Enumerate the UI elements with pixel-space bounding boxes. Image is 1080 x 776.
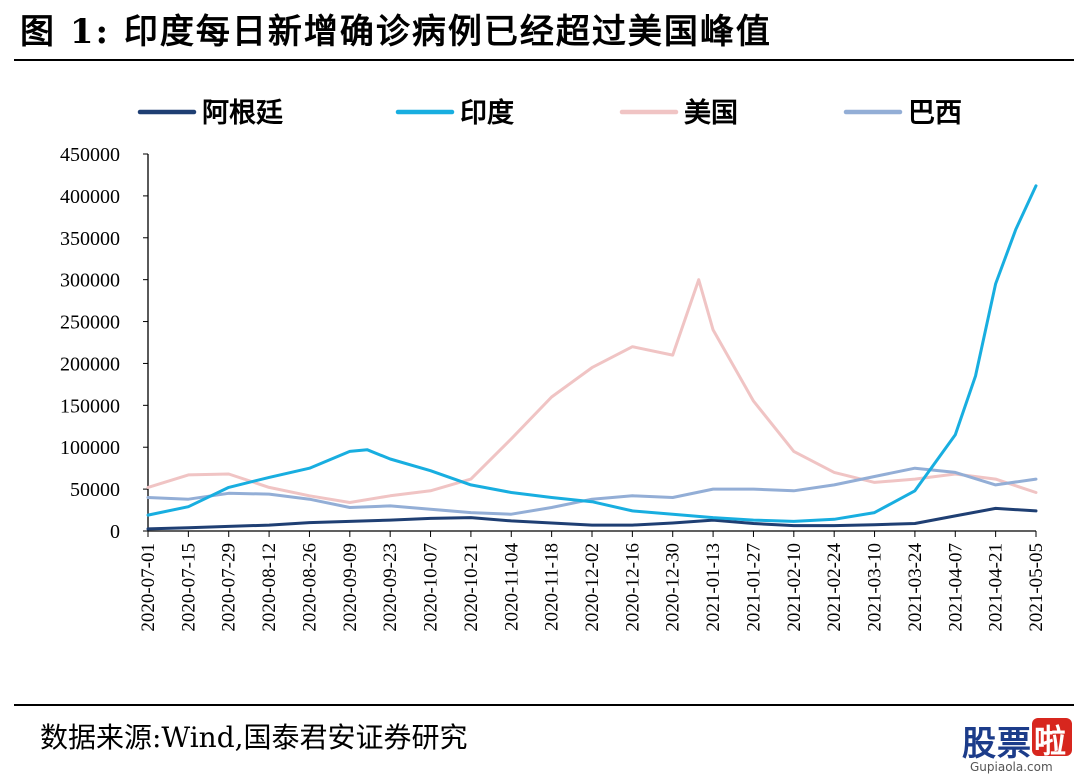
line-chart: 0 50000 100000 150000 200000 250000 300000 3500…	[60, 97, 1047, 632]
x-tick-label: 2021-04-07	[945, 543, 966, 632]
y-tick-label: 400000	[60, 186, 120, 208]
series-line	[146, 506, 1038, 531]
x-tick-label: 2020-08-26	[299, 543, 320, 632]
legend-label: 巴西	[908, 98, 962, 129]
x-tick-label: 2021-01-27	[743, 543, 764, 632]
watermark-logo: 股票 啦 Gupiaola.com	[962, 716, 1074, 774]
legend-label: 阿根廷	[202, 98, 283, 129]
y-tick-label: 50000	[70, 479, 120, 501]
x-tick-label: 2020-10-07	[421, 543, 442, 632]
source-note: 数据来源:Wind,国泰君安证券研究	[40, 721, 468, 754]
y-tick-label: 200000	[60, 353, 120, 375]
x-tick-label: 2020-07-15	[178, 543, 199, 632]
y-tick-label: 100000	[60, 437, 120, 459]
series-line	[146, 278, 1038, 504]
x-tick-label: 2021-03-24	[905, 543, 926, 632]
x-tick-label: 2021-02-10	[784, 543, 805, 632]
x-tick-label: 2021-02-24	[824, 543, 845, 632]
x-tick-label: 2021-03-10	[865, 543, 886, 632]
legend-label: 印度	[460, 97, 514, 129]
watermark-brand: 股票	[962, 724, 1032, 764]
watermark-badge	[1032, 718, 1072, 756]
x-tick-label: 2020-12-02	[582, 543, 603, 632]
x-tick-label: 2020-11-04	[501, 543, 522, 631]
x-tick-label: 2020-08-12	[259, 543, 280, 632]
x-tick-label: 2021-01-13	[703, 543, 724, 632]
y-tick-label: 300000	[60, 270, 120, 292]
x-tick-label: 2021-05-05	[1026, 543, 1047, 632]
legend-label: 美国	[684, 97, 738, 129]
x-tick-label: 2020-07-01	[138, 543, 159, 632]
y-tick-label: 250000	[60, 312, 120, 334]
top-rule	[14, 59, 1074, 61]
x-tick-label: 2020-07-29	[219, 543, 240, 632]
figure-title: 图 1: 印度每日新增确诊病例已经超过美国峰值	[20, 12, 772, 52]
x-tick-label: 2020-11-18	[542, 543, 563, 631]
x-tick-label: 2020-10-21	[461, 543, 482, 632]
watermark-url: Gupiaola.com	[970, 760, 1053, 774]
x-tick-label: 2020-09-23	[380, 543, 401, 632]
y-tick-label: 0	[110, 521, 120, 543]
y-tick-label: 350000	[60, 228, 120, 250]
x-tick-label: 2020-09-09	[340, 543, 361, 632]
watermark-badge-text: 啦	[1034, 722, 1067, 760]
x-tick-label: 2020-12-16	[622, 543, 643, 632]
y-tick-label: 450000	[60, 144, 120, 166]
x-tick-label: 2021-04-21	[986, 543, 1007, 632]
series-line	[146, 184, 1038, 523]
y-tick-label: 150000	[60, 395, 120, 417]
series-line	[146, 466, 1038, 516]
x-tick-label: 2020-12-30	[663, 543, 684, 632]
bottom-rule	[14, 704, 1074, 706]
